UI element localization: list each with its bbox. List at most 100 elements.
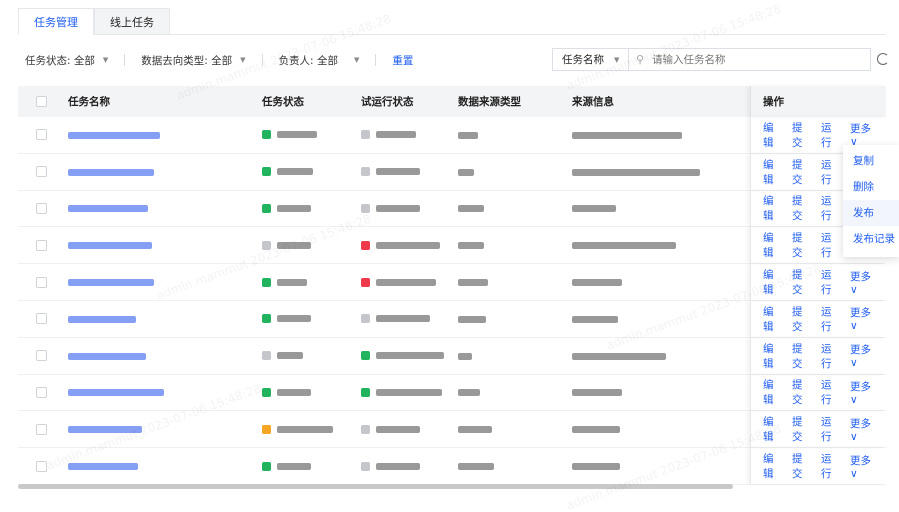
submit-button[interactable]: 提交 <box>792 195 803 223</box>
submit-button[interactable]: 提交 <box>792 121 803 149</box>
submit-button[interactable]: 提交 <box>792 305 803 333</box>
submit-button[interactable]: 提交 <box>792 453 803 481</box>
menu-item-publish-history[interactable]: 发布记录 <box>853 233 895 245</box>
edit-button[interactable]: 编辑 <box>763 121 774 149</box>
edit-button[interactable]: 编辑 <box>763 269 774 297</box>
task-name-link[interactable] <box>68 279 154 287</box>
edit-button[interactable]: 编辑 <box>763 195 774 223</box>
row-checkbox[interactable] <box>36 129 47 141</box>
more-label: 更多 <box>850 344 872 357</box>
divider <box>124 54 126 66</box>
task-name-link[interactable] <box>68 131 160 139</box>
submit-button[interactable]: 提交 <box>792 342 803 370</box>
source-type-text <box>458 205 484 213</box>
row-checkbox[interactable] <box>36 202 47 214</box>
menu-item-delete[interactable]: 删除 <box>853 181 874 193</box>
submit-button[interactable]: 提交 <box>792 269 803 297</box>
row-checkbox[interactable] <box>36 276 47 288</box>
run-button[interactable]: 运行 <box>821 269 832 297</box>
status-icon <box>262 240 271 250</box>
task-name-link[interactable] <box>68 352 146 360</box>
more-button[interactable]: 更多∨ <box>850 305 876 332</box>
task-name-link[interactable] <box>68 389 164 397</box>
tab-online-tasks[interactable]: 线上任务 <box>94 8 170 35</box>
edit-button[interactable]: 编辑 <box>763 379 774 407</box>
search-field-select[interactable]: 任务名称 ▼ <box>553 49 629 70</box>
more-button[interactable]: 更多∨ <box>850 121 876 148</box>
run-button[interactable]: 运行 <box>821 195 832 223</box>
source-info-text <box>572 279 622 287</box>
horizontal-scrollbar[interactable] <box>18 484 733 489</box>
edit-button[interactable]: 编辑 <box>763 453 774 481</box>
row-checkbox[interactable] <box>36 423 47 435</box>
edit-button[interactable]: 编辑 <box>763 232 774 260</box>
run-button[interactable]: 运行 <box>821 342 832 370</box>
more-button[interactable]: 更多∨ <box>850 379 876 406</box>
caret-down-icon: ▼ <box>614 55 620 64</box>
edit-button[interactable]: 编辑 <box>763 416 774 444</box>
divider <box>375 54 377 66</box>
chevron-down-icon: ∨ <box>850 320 858 333</box>
filter-value: 全部 <box>211 54 233 67</box>
source-type-text <box>458 426 492 434</box>
row-checkbox[interactable] <box>36 460 47 472</box>
task-name-link[interactable] <box>68 463 138 471</box>
run-button[interactable]: 运行 <box>821 453 832 481</box>
run-button[interactable]: 运行 <box>821 158 832 186</box>
task-name-link[interactable] <box>68 168 154 176</box>
task-status-filter[interactable]: 任务状态: 全部 ▼ <box>25 53 108 68</box>
more-button[interactable]: 更多∨ <box>850 416 876 443</box>
task-name-link[interactable] <box>68 315 136 323</box>
more-button[interactable]: 更多∨ <box>850 269 876 296</box>
row-checkbox[interactable] <box>36 386 47 398</box>
source-type-text <box>458 168 474 176</box>
menu-item-copy[interactable]: 复制 <box>853 155 874 167</box>
chevron-down-icon: ∨ <box>850 357 858 370</box>
row-checkbox[interactable] <box>36 313 47 325</box>
run-button[interactable]: 运行 <box>821 121 832 149</box>
task-name-link[interactable] <box>68 426 142 434</box>
submit-button[interactable]: 提交 <box>792 379 803 407</box>
dest-type-filter[interactable]: 数据去向类型: 全部 ▼ <box>141 53 245 68</box>
search-input[interactable] <box>644 53 870 66</box>
menu-item-publish[interactable]: 发布 <box>843 200 899 226</box>
run-button[interactable]: 运行 <box>821 305 832 333</box>
task-status-text <box>277 131 317 139</box>
owner-filter[interactable]: 负责人: 全部 ▼ <box>279 53 360 68</box>
table-row: 编辑提交运行更多∨ <box>18 448 886 485</box>
submit-button[interactable]: 提交 <box>792 232 803 260</box>
run-button[interactable]: 运行 <box>821 379 832 407</box>
table-header: 任务名称 任务状态 试运行状态 数据来源类型 来源信息 操作 <box>18 86 886 117</box>
trial-status-icon <box>361 240 370 250</box>
task-name-link[interactable] <box>68 205 148 213</box>
select-all-checkbox[interactable] <box>36 96 47 107</box>
edit-button[interactable]: 编辑 <box>763 305 774 333</box>
submit-button[interactable]: 提交 <box>792 158 803 186</box>
row-checkbox[interactable] <box>36 239 47 251</box>
submit-button[interactable]: 提交 <box>792 416 803 444</box>
refresh-icon[interactable] <box>877 53 889 65</box>
task-status-text <box>277 352 303 360</box>
run-button[interactable]: 运行 <box>821 416 832 444</box>
col-actions: 操作 <box>750 86 886 117</box>
row-checkbox[interactable] <box>36 166 47 178</box>
row-checkbox[interactable] <box>36 350 47 362</box>
more-button[interactable]: 更多∨ <box>850 453 876 480</box>
more-label: 更多 <box>850 270 872 283</box>
run-button[interactable]: 运行 <box>821 232 832 260</box>
source-info-text <box>572 242 676 250</box>
status-icon <box>262 314 271 324</box>
status-icon <box>262 461 271 471</box>
table-row: 编辑提交运行更多∨ <box>18 337 886 375</box>
reset-button[interactable]: 重置 <box>392 54 414 67</box>
task-name-link[interactable] <box>68 242 152 250</box>
edit-button[interactable]: 编辑 <box>763 158 774 186</box>
edit-button[interactable]: 编辑 <box>763 342 774 370</box>
tab-task-management[interactable]: 任务管理 <box>18 8 94 35</box>
filter-bar: 任务状态: 全部 ▼ 数据去向类型: 全部 ▼ 负责人: 全部 ▼ 重置 <box>25 52 413 68</box>
trial-status-icon <box>361 461 370 471</box>
trial-status-text <box>376 388 442 396</box>
more-button[interactable]: 更多∨ <box>850 342 876 369</box>
